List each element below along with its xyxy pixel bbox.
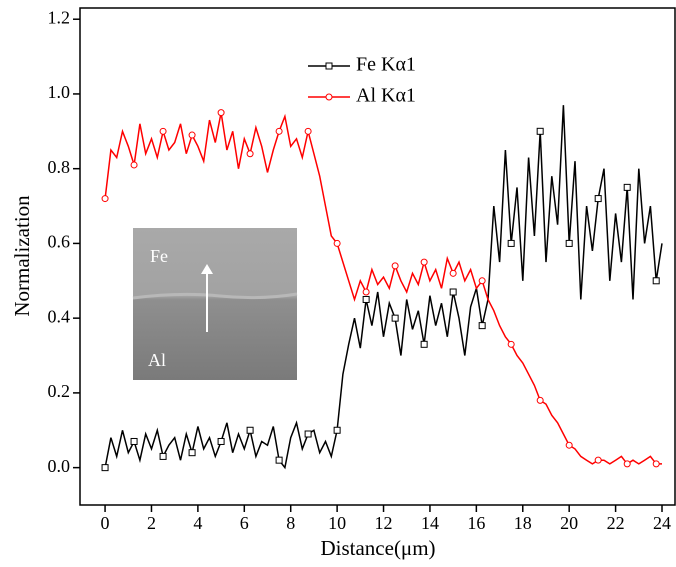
legend-label: Al Kα1	[356, 85, 416, 107]
x-tick-label: 6	[240, 513, 249, 533]
x-tick-label: 16	[467, 513, 485, 533]
plot-frame	[79, 7, 676, 506]
x-tick-label: 22	[607, 513, 625, 533]
marker	[449, 288, 457, 296]
x-axis-label: Distance(μm)	[320, 536, 435, 560]
marker	[304, 127, 312, 135]
y-axis-label: Normalization	[10, 195, 34, 317]
marker	[325, 93, 333, 101]
marker	[652, 277, 660, 285]
marker	[594, 195, 602, 203]
marker	[325, 62, 333, 70]
marker	[652, 460, 660, 468]
x-tick-label: 12	[375, 513, 393, 533]
marker	[159, 452, 167, 460]
x-tick-label: 20	[560, 513, 578, 533]
marker	[130, 437, 138, 445]
marker	[565, 441, 573, 449]
marker	[507, 239, 515, 247]
marker	[362, 295, 370, 303]
marker	[275, 127, 283, 135]
x-tick-label: 24	[653, 513, 671, 533]
marker	[159, 127, 167, 135]
sem-image	[133, 228, 297, 380]
marker	[391, 314, 399, 322]
arrow-head	[201, 264, 213, 274]
inset-image: Fe Al	[132, 228, 298, 380]
x-tick-label: 4	[193, 513, 202, 533]
x-tick-label: 10	[328, 513, 346, 533]
marker	[594, 456, 602, 464]
inset-label: Fe	[150, 246, 168, 266]
marker	[478, 322, 486, 330]
x-tick-label: 14	[421, 513, 439, 533]
marker	[217, 109, 225, 117]
marker	[304, 430, 312, 438]
marker	[217, 437, 225, 445]
marker	[391, 262, 399, 270]
x-tick-label: 0	[101, 513, 110, 533]
marker	[130, 161, 138, 169]
marker	[275, 456, 283, 464]
y-tick-label: 1.0	[48, 82, 71, 102]
y-tick-label: 0.2	[48, 381, 71, 401]
y-tick-label: 0.0	[48, 456, 71, 476]
marker	[246, 150, 254, 158]
y-tick-label: 0.8	[48, 157, 71, 177]
marker	[362, 288, 370, 296]
x-tick-label: 18	[514, 513, 532, 533]
marker	[449, 269, 457, 277]
marker	[478, 277, 486, 285]
x-tick-label: 2	[147, 513, 156, 533]
marker	[565, 239, 573, 247]
marker	[333, 426, 341, 434]
y-tick-label: 0.6	[48, 232, 71, 252]
marker	[188, 449, 196, 457]
marker	[507, 340, 515, 348]
y-tick-label: 0.4	[48, 306, 71, 326]
x-tick-label: 8	[286, 513, 295, 533]
marker	[101, 195, 109, 203]
marker	[623, 460, 631, 468]
marker	[333, 239, 341, 247]
marker	[188, 131, 196, 139]
interface	[132, 292, 298, 300]
marker	[536, 127, 544, 135]
marker	[623, 183, 631, 191]
marker	[101, 464, 109, 472]
marker	[420, 340, 428, 348]
marker	[420, 258, 428, 266]
marker	[246, 426, 254, 434]
legend-label: Fe Kα1	[356, 54, 416, 76]
marker	[536, 396, 544, 404]
inset-label: Al	[148, 350, 166, 370]
y-tick-label: 1.2	[48, 7, 71, 27]
